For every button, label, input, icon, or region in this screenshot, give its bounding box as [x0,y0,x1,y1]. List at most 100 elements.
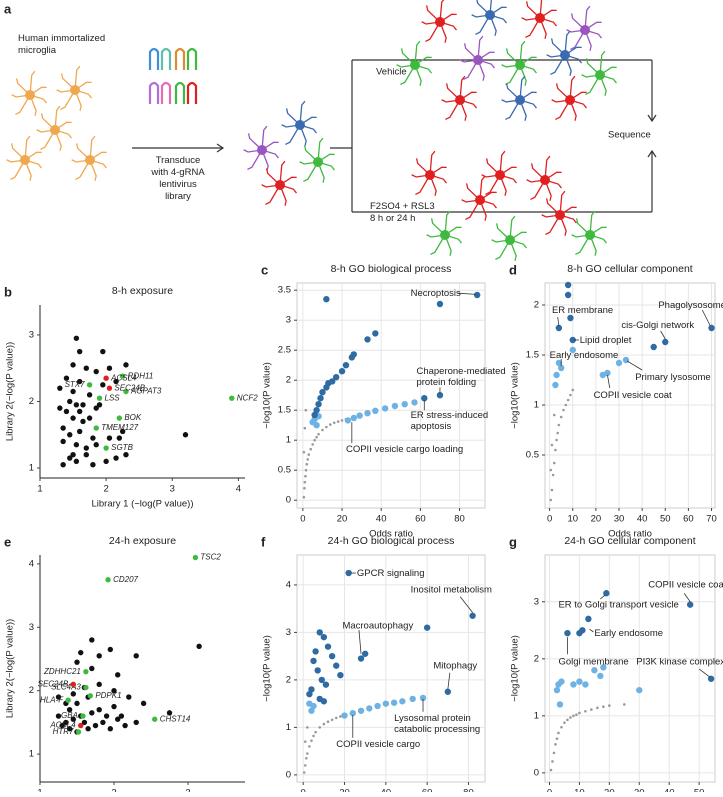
data-point [111,703,117,710]
data-point [444,688,452,695]
cell-process [545,198,561,216]
data-point [303,764,307,767]
data-point [152,716,158,722]
cell-process [509,239,517,261]
annotation-leader [457,292,477,295]
data-point [116,415,123,421]
annotation-line: COPII vesicle coat [648,579,723,590]
data-point [306,458,310,461]
data-point [662,338,669,346]
point-label: CD207 [113,575,138,584]
data-point [59,722,65,729]
data-point [361,650,369,657]
annotation-leader [358,629,362,654]
cell-process [505,48,521,66]
cell-body [435,17,445,27]
data-point [399,698,406,705]
panel-letter: g [509,534,517,549]
cell-process [444,210,451,236]
data-point [306,690,313,698]
data-point [57,405,63,411]
cell-body [440,230,450,240]
data-point [310,739,313,742]
cell-process [429,174,437,196]
cell-body [565,95,575,105]
cell-process [495,223,511,241]
annotation: Inositol metabolism [411,584,492,595]
y-axis-label: Library 2(−log(P value)) [5,342,16,441]
x-tick-label: 80 [463,788,474,792]
data-point [86,382,93,388]
data-point [599,371,607,379]
cell-body [495,170,505,180]
cell-process [564,30,571,56]
data-point [73,442,80,448]
cell-process [400,48,416,66]
data-point [569,346,576,354]
data-point [73,402,80,408]
cell-process [303,145,319,163]
annotation-line: Mitophagy [433,660,477,671]
cell-process [24,135,31,161]
data-point [357,707,365,714]
data-point [320,633,328,641]
annotation: COPII vesicle coat [648,579,723,590]
data-point [87,693,94,699]
cell-process [495,239,511,260]
cell-process [261,125,268,151]
data-point [86,415,93,421]
cell-process [444,234,452,256]
data-point [80,402,86,408]
cell-process [485,158,501,176]
data-point [322,722,326,726]
data-point [382,700,390,707]
data-point [70,415,76,421]
data-point [315,435,318,439]
treatment-label: F2SO4 + RSL3 8 h or 24 h [370,201,435,224]
cell-process [285,124,301,145]
cell-body [275,180,285,190]
cell-process [299,124,307,146]
chart-title: 8-h GO cellular component [567,263,693,275]
data-point [106,385,113,391]
cell-process [75,143,91,161]
cell-body [425,170,435,180]
arrows [132,59,657,213]
cell-process [539,17,547,39]
data-point [107,646,114,653]
cell-body [70,85,80,95]
cell-process [463,43,479,61]
annotation: Lipid droplet [580,335,632,346]
cell-process [89,135,96,161]
data-point [90,461,96,468]
data-point [555,438,558,442]
vehicle-label: Vehicle [376,67,407,78]
cell-body [595,70,605,80]
data-point [310,702,317,710]
data-point [345,569,352,577]
y-tick-label: 1.5 [526,350,539,361]
data-point [93,425,99,431]
cell-process [430,234,446,255]
data-point [332,421,336,425]
data-point [552,461,556,465]
x-tick-label: 30 [634,788,645,792]
data-point [83,668,89,675]
annotation-line: COPII vesicle cargo [336,739,420,750]
cell-process [519,40,526,66]
data-point [96,707,102,713]
x-tick-label: 60 [422,788,433,792]
data-point [553,686,561,694]
point-label: STX7 [65,380,86,389]
data-point [103,713,110,719]
x-tick-label: 1 [37,788,42,792]
data-point [73,335,80,341]
point-label: SEC24B [38,679,69,688]
data-point [390,699,398,706]
cell-process [505,99,521,120]
x-tick-label: 60 [683,514,694,525]
data-point [103,458,109,465]
cell-body [580,25,590,35]
data-point [553,371,560,379]
